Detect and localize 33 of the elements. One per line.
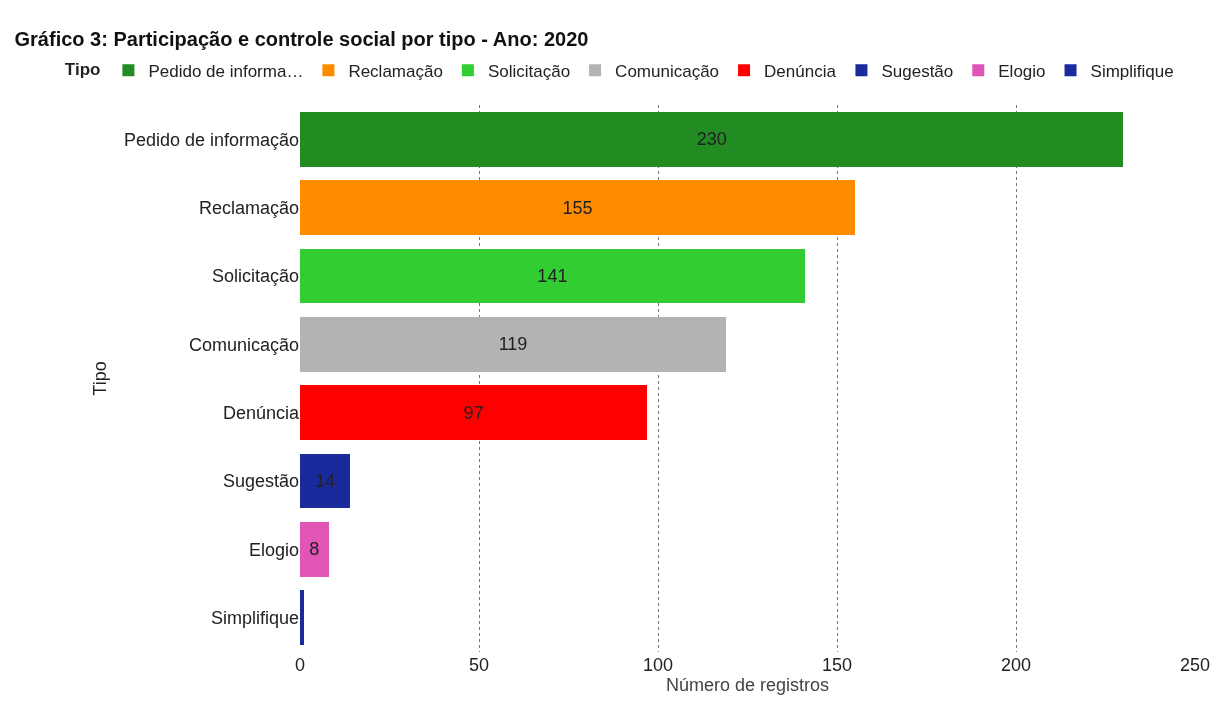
x-tick-label: 250 [1179,655,1211,675]
x-tick-label: 50 [468,655,490,675]
x-tick-label: 0 [294,655,306,675]
legend-label: Denúncia [764,61,837,81]
x-tick-label: 200 [1000,655,1032,675]
data-label: 97 [463,402,484,423]
data-label: 141 [537,265,568,286]
data-label: 155 [562,197,593,218]
legend-label: Comunicação [615,61,720,81]
x-tick-label: 100 [642,655,674,675]
legend-label: Pedido de informa… [148,61,304,81]
legend-title: Tipo [64,59,101,79]
y-tick-label: Simplifique [210,608,299,629]
x-axis-title: Número de registros [665,675,830,696]
legend-label: Elogio [998,61,1046,81]
y-tick-label: Pedido de informação [123,129,299,150]
data-label: 14 [315,471,336,492]
x-tick-label: 150 [821,655,853,675]
legend-label: Sugestão [881,61,954,81]
y-tick-label: Solicitação [211,266,299,287]
y-tick-label: Sugestão [222,471,299,492]
chart-title: Gráfico 3: Participação e controle social por tipo - Ano: 2020 [14,28,589,51]
y-tick-label: Elogio [248,539,299,560]
data-label: 230 [696,129,727,150]
legend-label: Reclamação [348,61,443,81]
y-axis-title: Tipo [90,361,111,396]
data-label: 119 [498,334,528,355]
y-tick-label: Reclamação [198,197,299,218]
y-tick-label: Denúncia [222,402,300,423]
data-label: 8 [309,539,320,560]
legend-label: Simplifique [1090,61,1174,81]
legend-label: Solicitação [487,61,571,81]
y-tick-label: Comunicação [188,334,299,355]
